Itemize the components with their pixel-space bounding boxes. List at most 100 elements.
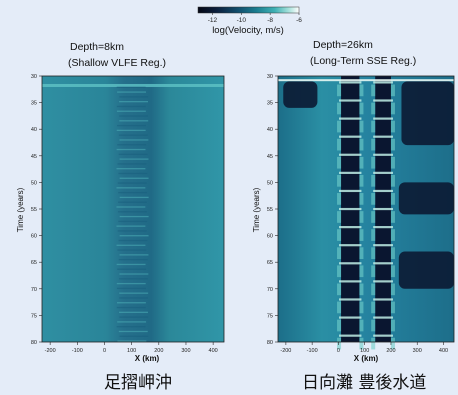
x-tick-label: 200 — [154, 348, 163, 354]
heatmap-cell — [119, 196, 149, 199]
heatmap-cell — [119, 297, 149, 299]
heatmap-cell — [118, 153, 148, 155]
heatmap-cell — [116, 302, 146, 304]
heatmap-cell — [117, 211, 147, 213]
heatmap-cell — [339, 81, 362, 84]
heatmap-cell — [390, 337, 395, 350]
y-tick-label: 45 — [267, 154, 273, 160]
heatmap-cell — [371, 337, 376, 350]
x-tick-label: 400 — [209, 348, 218, 354]
heatmap-cell — [118, 172, 148, 175]
heatmap-cell — [373, 316, 393, 319]
heatmap-cell — [337, 174, 342, 187]
x-tick-label: -100 — [72, 348, 83, 354]
heatmap-cell — [117, 182, 147, 184]
x-tick-label: 0 — [337, 348, 340, 354]
heatmap-cell — [119, 139, 149, 141]
heatmap-cell — [337, 247, 342, 260]
x-tick-label: -200 — [280, 348, 291, 354]
heatmap-cell — [337, 156, 342, 169]
y-tick-label: 30 — [267, 74, 273, 80]
right-panel-title: Depth=26km — [313, 39, 373, 51]
heatmap-cell — [390, 120, 395, 133]
heatmap-cell — [359, 156, 364, 169]
heatmap-cell — [116, 187, 146, 189]
heatmap-cell — [339, 226, 362, 229]
left-heatmap: -200 -100 0 100 200 300 400 30 35 40 45 50 55 60 65 70 7… — [31, 74, 225, 354]
heatmap-cell — [119, 335, 149, 337]
heatmap-cell — [119, 273, 149, 275]
heatmap-cell — [339, 99, 362, 102]
heatmap-cell — [359, 193, 364, 205]
y-tick-label: 55 — [31, 207, 37, 213]
colorbar-label: log(Velocity, m/s) — [212, 25, 284, 36]
colorbar-tick-label: -6 — [296, 17, 302, 24]
heatmap-cell — [401, 81, 454, 146]
heatmap-cell — [390, 193, 395, 205]
heatmap-cell — [119, 292, 149, 294]
heatmap-cell — [118, 259, 148, 261]
heatmap-cell — [371, 283, 376, 296]
heatmap-cell — [117, 230, 147, 232]
left-panel: Depth=8km (Shallow VLFE Reg.) -200 -100 0 1… — [16, 41, 225, 363]
heatmap-cell — [119, 215, 149, 218]
heatmap-cell — [373, 298, 393, 301]
right-heatmap: -200 -100 0 100 200 300 400 30 35 40 45 50 55 60 65 70 7… — [267, 74, 455, 354]
heatmap-cell — [116, 168, 146, 170]
heatmap-cell — [116, 306, 146, 309]
heatmap-cell — [371, 174, 376, 187]
heatmap-cell — [339, 153, 362, 156]
heatmap-cell — [359, 102, 364, 115]
heatmap-cell — [118, 330, 148, 333]
y-tick-label: 50 — [31, 180, 37, 186]
right-panel-subtitle: (Long-Term SSE Reg.) — [310, 55, 416, 67]
heatmap-cell — [116, 129, 146, 132]
heatmap-cell — [373, 189, 393, 193]
x-tick-label: 100 — [127, 348, 136, 354]
colorbar-tick-label: -8 — [267, 17, 273, 24]
heatmap-cell — [118, 239, 148, 242]
heatmap-cell — [373, 244, 393, 247]
heatmap-cell — [337, 120, 342, 133]
x-tick-label: 300 — [181, 348, 190, 354]
heatmap-cell — [117, 163, 147, 165]
heatmap-cell — [359, 229, 364, 241]
heatmap-cell — [339, 262, 362, 265]
heatmap-cell — [371, 301, 376, 314]
heatmap-cell — [337, 102, 342, 115]
right-xlabel: X (km) — [354, 354, 379, 363]
heatmap-cell — [119, 101, 149, 103]
heatmap-cell — [278, 79, 454, 82]
heatmap-cell — [339, 135, 362, 138]
y-tick-label: 45 — [31, 154, 37, 160]
heatmap-cell — [359, 247, 364, 260]
heatmap-cell — [119, 316, 149, 318]
heatmap-cell — [390, 211, 395, 223]
heatmap-cell — [337, 229, 342, 241]
heatmap-cell — [359, 84, 364, 97]
x-tick-label: 400 — [439, 348, 448, 354]
y-tick-label: 40 — [267, 127, 273, 133]
heatmap-cell — [398, 182, 454, 215]
heatmap-cell — [117, 144, 147, 146]
x-tick-label: 300 — [413, 348, 422, 354]
heatmap-cell — [371, 84, 376, 97]
heatmap-cell — [371, 247, 376, 260]
heatmap-cell — [119, 115, 149, 117]
heatmap-cell — [373, 226, 393, 229]
left-ylabel: Time (years) — [16, 187, 25, 232]
heatmap-cell — [339, 334, 362, 337]
y-tick-label: 65 — [267, 260, 273, 266]
heatmap-cell — [116, 110, 146, 112]
colorbar-gradient — [197, 6, 300, 14]
heatmap-cell — [116, 225, 146, 227]
heatmap-cell — [117, 124, 146, 127]
heatmap-cell — [116, 148, 146, 151]
heatmap-cell — [337, 211, 342, 223]
heatmap-cell — [359, 265, 364, 278]
heatmap-cell — [390, 247, 395, 260]
heatmap-cell — [116, 86, 146, 88]
heatmap-cell — [373, 99, 393, 102]
heatmap-cell — [390, 283, 395, 296]
